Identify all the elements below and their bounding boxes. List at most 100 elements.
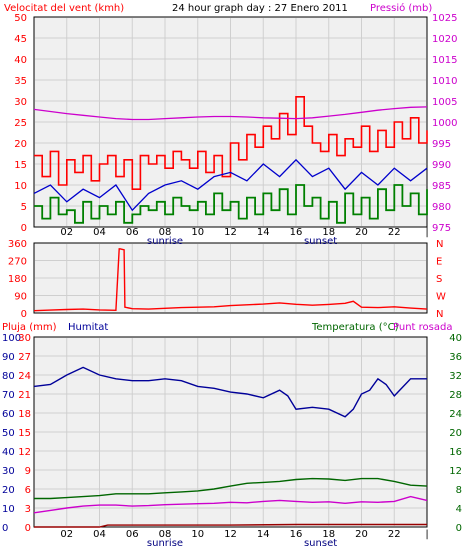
wind-tick-label: 50 — [14, 13, 27, 24]
series-direction-line — [33, 248, 428, 312]
humidity-axis-title: Humitat — [68, 322, 108, 333]
temperature-tick-label: 0 — [456, 523, 462, 534]
series-low-line — [34, 184, 428, 224]
temperature-tick-label: 8 — [456, 485, 462, 496]
wind-tick-label: 5 — [21, 202, 27, 213]
compass-label: E — [436, 257, 442, 268]
x-tick-label: 16 — [290, 227, 303, 238]
x-tick-label: 18 — [322, 227, 335, 238]
temperature-tick-label: 28 — [449, 390, 462, 401]
direction-tick-label: 90 — [14, 292, 27, 303]
direction-tick-label: 0 — [21, 309, 27, 320]
wind-tick-label: 35 — [14, 76, 27, 87]
compass-label: W — [436, 292, 446, 303]
sunset-label: sunset — [304, 538, 337, 549]
rain-tick-label: 3 — [25, 504, 31, 515]
humidity-tick-label: 40 — [2, 447, 15, 458]
temperature-axis-title: Temperatura (°C) — [311, 322, 399, 333]
series-dew-line — [33, 495, 428, 514]
x-tick-label: 12 — [224, 529, 237, 540]
dew-axis-title: Punt rosada — [393, 322, 452, 333]
wind-tick-label: 0 — [21, 223, 27, 234]
temperature-tick-label: 4 — [456, 504, 462, 515]
rain-tick-label: 21 — [18, 390, 31, 401]
rain-tick-label: 24 — [18, 371, 31, 382]
x-tick-label: 14 — [257, 529, 270, 540]
direction-tick-label: 270 — [8, 257, 27, 268]
humidity-tick-label: 0 — [2, 523, 8, 534]
humidity-tick-label: 20 — [2, 485, 15, 496]
wind-tick-label: 25 — [14, 118, 27, 129]
series-humidity-line — [33, 366, 427, 418]
x-tick-label: 04 — [93, 227, 106, 238]
pressure-tick-label: 1025 — [432, 13, 457, 24]
wind-tick-label: 10 — [14, 181, 27, 192]
x-tick-label: 22 — [388, 529, 401, 540]
pressure-tick-label: 985 — [432, 181, 451, 192]
pressure-tick-label: 975 — [432, 223, 451, 234]
pressure-tick-label: 1000 — [432, 118, 457, 129]
temperature-tick-label: 12 — [449, 466, 462, 477]
wind-axis-title: Velocitat del vent (kmh) — [4, 3, 124, 14]
pressure-tick-label: 995 — [432, 139, 451, 150]
temperature-tick-label: 40 — [449, 333, 462, 344]
rain-tick-label: 9 — [25, 466, 31, 477]
rain-tick-label: 27 — [18, 352, 31, 363]
x-tick-label: | — [425, 227, 428, 238]
pressure-tick-label: 1020 — [432, 34, 457, 45]
humidity-tick-label: 90 — [2, 352, 15, 363]
x-tick-label: 12 — [224, 227, 237, 238]
direction-tick-label: 360 — [8, 239, 27, 250]
x-tick-label: 04 — [93, 529, 106, 540]
temperature-tick-label: 20 — [449, 428, 462, 439]
sunset-label: sunset — [304, 236, 337, 247]
humidity-tick-label: 60 — [2, 409, 15, 420]
temperature-tick-label: 24 — [449, 409, 462, 420]
humidity-tick-label: 30 — [2, 466, 15, 477]
wind-tick-label: 40 — [14, 55, 27, 66]
humidity-tick-label: 100 — [2, 333, 21, 344]
humidity-tick-label: 80 — [2, 371, 15, 382]
pressure-tick-label: 1015 — [432, 55, 457, 66]
series-rain-line — [34, 523, 427, 528]
x-tick-label: 08 — [159, 529, 172, 540]
x-tick-label: 16 — [290, 529, 303, 540]
series-average-line — [33, 158, 428, 212]
temperature-tick-label: 36 — [449, 352, 462, 363]
rain-tick-label: 0 — [25, 523, 31, 534]
x-tick-label: 08 — [159, 227, 172, 238]
humidity-tick-label: 70 — [2, 390, 15, 401]
x-tick-label: 10 — [191, 529, 204, 540]
direction-tick-label: 180 — [8, 274, 27, 285]
rain-tick-label: 6 — [25, 485, 31, 496]
x-tick-label: 14 — [257, 227, 270, 238]
chart-title: 24 hour graph day : 27 Enero 2011 — [172, 3, 348, 14]
pressure-tick-label: 1010 — [432, 76, 457, 87]
x-tick-label: 06 — [126, 529, 139, 540]
x-tick-label: 20 — [355, 529, 368, 540]
pressure-tick-label: 990 — [432, 160, 451, 171]
wind-tick-label: 45 — [14, 34, 27, 45]
pressure-tick-label: 1005 — [432, 97, 457, 108]
humidity-tick-label: 10 — [2, 504, 15, 515]
sunrise-label: sunrise — [147, 538, 183, 549]
series-gust-line — [34, 96, 428, 190]
x-tick-label: 22 — [388, 227, 401, 238]
rain-tick-label: 12 — [18, 447, 31, 458]
series-pressure-line — [33, 106, 428, 121]
x-tick-label: 18 — [322, 529, 335, 540]
series-temperature-line — [34, 477, 428, 500]
rain-tick-label: 18 — [18, 409, 31, 420]
rain-axis-title: Pluja (mm) — [2, 322, 57, 333]
compass-label: N — [436, 239, 443, 250]
wind-tick-label: 20 — [14, 139, 27, 150]
pressure-axis-title: Pressió (mb) — [370, 2, 432, 14]
compass-label: S — [436, 274, 442, 285]
temperature-tick-label: 32 — [449, 371, 462, 382]
sunrise-label: sunrise — [147, 236, 183, 247]
humidity-tick-label: 50 — [2, 428, 15, 439]
x-tick-label: 10 — [191, 227, 204, 238]
x-tick-label: 20 — [355, 227, 368, 238]
temperature-tick-label: 16 — [449, 447, 462, 458]
